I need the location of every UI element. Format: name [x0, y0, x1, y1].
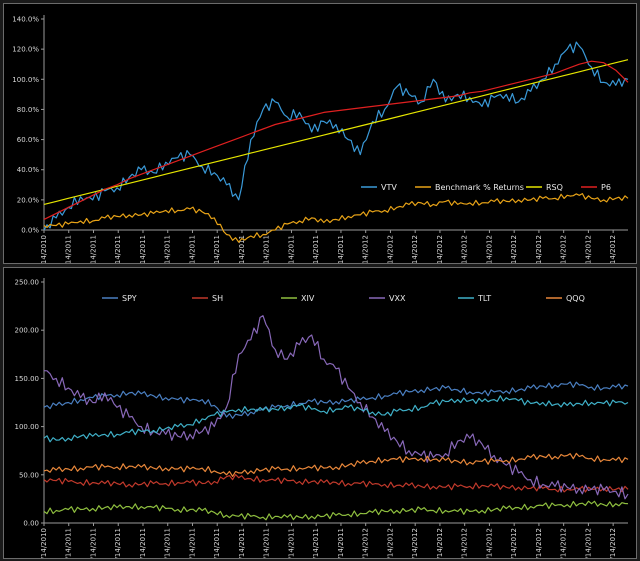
prices-legend-label-vxx: VXX [389, 294, 406, 303]
prices-chart: 0.00 50.00 100.00 150.00 200.00 250.00 12/14/2… [15, 278, 629, 558]
returns-legend-label-benchmark-pct-returns: Benchmark % Returns [435, 183, 524, 192]
prices-x-tick-label: 4/14/2012 [436, 528, 444, 558]
prices-x-tick-label: 4/14/2011 [139, 528, 147, 558]
prices-legend-label-sh: SH [212, 294, 223, 303]
prices-y-tick-label: 150.00 [15, 375, 40, 383]
prices-x-tick-label: 5/14/2011 [164, 528, 172, 558]
prices-chart-panel: 0.00 50.00 100.00 150.00 200.00 250.00 12/14/2… [3, 267, 637, 559]
returns-series-benchmark-pct-returns [43, 193, 629, 243]
prices-x-tick-label: 3/14/2011 [114, 528, 122, 558]
prices-x-tick-label: 6/14/2011 [188, 528, 196, 558]
prices-series-vxx [43, 315, 629, 500]
returns-y-tick-label: 80.0% [17, 106, 40, 114]
prices-x-tick-label: 1/14/2011 [65, 528, 73, 558]
prices-x-tick-label: 8/14/2012 [535, 528, 543, 558]
returns-x-tick-label: 6/14/2012 [485, 235, 493, 263]
returns-legend-label-rsq: RSQ [546, 183, 563, 192]
prices-x-tick-label: 12/14/2011 [337, 528, 345, 558]
returns-x-tick-label: 6/14/2011 [188, 235, 196, 263]
prices-legend-label-xiv: XIV [301, 294, 315, 303]
returns-x-tick-label: 8/14/2012 [535, 235, 543, 263]
returns-x-tick-label: 2/14/2012 [386, 235, 394, 263]
prices-y-tick-label: 250.00 [15, 279, 40, 287]
returns-x-tick-label: 4/14/2012 [436, 235, 444, 263]
returns-x-tick-label: 9/14/2012 [560, 235, 568, 263]
prices-y-tick-label: 100.00 [15, 423, 40, 431]
returns-series-p6 [43, 60, 629, 220]
prices-legend-label-qqq: QQQ [566, 294, 585, 303]
returns-x-tick-label: 9/14/2011 [263, 235, 271, 263]
returns-y-tick-label: 40.0% [17, 166, 40, 174]
prices-series-tlt [43, 395, 629, 443]
returns-x-tick-label: 5/14/2011 [164, 235, 172, 263]
returns-x-tick-label: 3/14/2012 [411, 235, 419, 263]
returns-x-tick-label: 3/14/2011 [114, 235, 122, 263]
prices-x-tick-label: 7/14/2011 [213, 528, 221, 558]
returns-y-tick-label: 20.0% [17, 196, 40, 204]
returns-y-tick-label: 60.0% [17, 136, 40, 144]
prices-series-spy [43, 381, 629, 419]
prices-x-tick-label: 9/14/2011 [263, 528, 271, 558]
prices-x-tick-label: 1/14/2012 [362, 528, 370, 558]
prices-x-tick-label: 10/14/2012 [584, 528, 592, 558]
prices-x-tick-label: 10/14/2011 [287, 528, 295, 558]
prices-y-tick-label: 0.00 [23, 520, 39, 528]
prices-x-tick-label: 5/14/2012 [461, 528, 469, 558]
prices-x-tick-label: 6/14/2012 [485, 528, 493, 558]
returns-y-tick-label: 0.0% [21, 227, 39, 235]
prices-x-tick-label: 11/14/2011 [312, 528, 320, 558]
prices-x-tick-label: 2/14/2011 [89, 528, 97, 558]
returns-series-rsq [43, 59, 629, 205]
prices-y-tick-label: 50.00 [19, 471, 39, 479]
returns-x-tick-label: 4/14/2011 [139, 235, 147, 263]
prices-series-xiv [43, 500, 629, 521]
prices-x-tick-label: 8/14/2011 [238, 528, 246, 558]
returns-x-tick-label: 11/14/2011 [312, 235, 320, 263]
returns-x-tick-label: 12/14/2010 [40, 235, 48, 263]
returns-x-tick-label: 1/14/2011 [65, 235, 73, 263]
prices-legend-label-spy: SPY [122, 294, 137, 303]
prices-x-tick-label: 7/14/2012 [510, 528, 518, 558]
prices-x-tick-label: 11/14/2012 [609, 528, 617, 558]
returns-x-tick-label: 1/14/2012 [362, 235, 370, 263]
returns-y-tick-label: 100.0% [12, 76, 39, 84]
returns-chart-panel: 0.0% 20.0% 40.0% 60.0% 80.0% 100.0% 120.0% 140.… [3, 3, 637, 264]
returns-x-tick-label: 2/14/2011 [89, 235, 97, 263]
prices-x-tick-label: 3/14/2012 [411, 528, 419, 558]
returns-legend-label-p6: P6 [601, 183, 611, 192]
returns-y-tick-label: 120.0% [12, 46, 39, 54]
returns-x-tick-label: 8/14/2011 [238, 235, 246, 263]
prices-series-qqq [43, 452, 629, 477]
returns-x-tick-label: 11/14/2012 [609, 235, 617, 263]
returns-x-tick-label: 7/14/2011 [213, 235, 221, 263]
prices-x-tick-label: 12/14/2010 [40, 528, 48, 558]
returns-x-tick-label: 10/14/2011 [287, 235, 295, 263]
returns-x-tick-label: 10/14/2012 [584, 235, 592, 263]
returns-y-tick-label: 140.0% [12, 16, 39, 24]
prices-legend-label-tlt: TLT [477, 294, 491, 303]
returns-series-vtv [43, 41, 629, 231]
prices-x-tick-label: 9/14/2012 [560, 528, 568, 558]
returns-legend-label-vtv: VTV [381, 183, 397, 192]
prices-x-tick-label: 2/14/2012 [386, 528, 394, 558]
returns-x-tick-label: 12/14/2011 [337, 235, 345, 263]
returns-chart: 0.0% 20.0% 40.0% 60.0% 80.0% 100.0% 120.0% 140.… [12, 15, 629, 263]
returns-x-tick-label: 5/14/2012 [461, 235, 469, 263]
prices-y-tick-label: 200.00 [15, 327, 40, 335]
prices-series-sh [43, 474, 629, 493]
returns-x-tick-label: 7/14/2012 [510, 235, 518, 263]
